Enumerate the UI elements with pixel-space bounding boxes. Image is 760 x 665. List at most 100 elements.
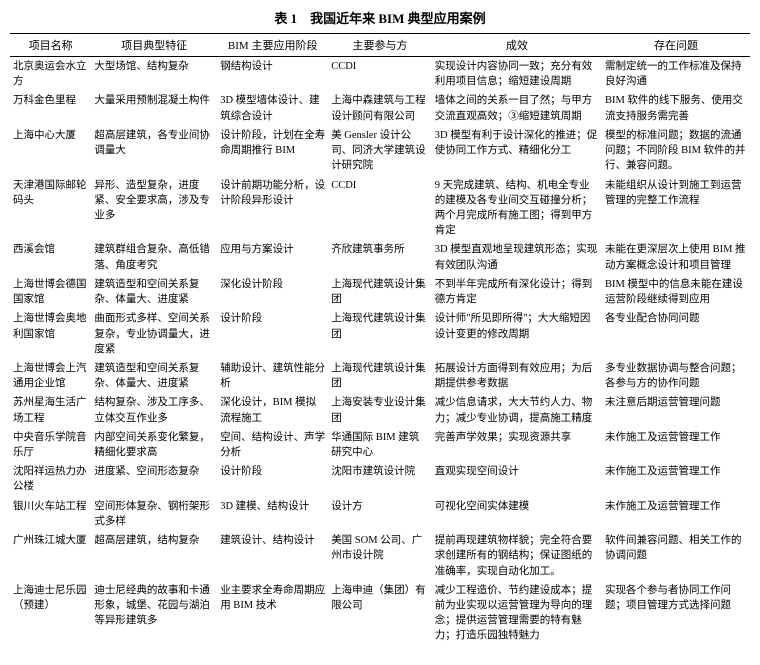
table-cell: 内部空间关系变化繁复，精细化要求高 (91, 428, 217, 462)
table-cell: 天津港国际邮轮码头 (10, 176, 91, 241)
table-cell: 业主要求全寿命周期应用 BIM 技术 (217, 581, 328, 646)
table-cell: 3D 模型有利于设计深化的推进；促使协同工作方式、精细化分工 (432, 126, 602, 176)
table-cell: 未能在更深层次上使用 BIM 推动方案概念设计和项目管理 (602, 240, 750, 274)
table-cell: 曲面形式多样、空间关系复杂，专业协调量大，进度紧 (91, 309, 217, 359)
table-cell: 3D 模型直观地呈现建筑形态；实现有效团队沟通 (432, 240, 602, 274)
table-cell: 设计阶段 (217, 309, 328, 359)
table-cell: BIM 软件的线下服务、使用交流支持服务需完善 (602, 91, 750, 125)
table-cell: 未作施工及运营管理工作 (602, 428, 750, 462)
table-cell: 钢结构设计 (217, 57, 328, 92)
col-header-feature: 项目典型特征 (91, 34, 217, 57)
table-cell: 模型的标准问题；数据的流通问题；不同阶段 BIM 软件的并行、兼容问题。 (602, 126, 750, 176)
table-cell: 上海世博会德国国家馆 (10, 275, 91, 309)
table-cell: 未能组织从设计到施工到运营管理的完整工作流程 (602, 176, 750, 241)
table-row: 上海世博会德国国家馆建筑造型和空间关系复杂、体量大、进度紧深化设计阶段上海现代建… (10, 275, 750, 309)
table-cell: 银川火车站工程 (10, 497, 91, 531)
table-cell: 深化设计阶段 (217, 275, 328, 309)
table-cell: 建筑造型和空间关系复杂、体量大、进度紧 (91, 359, 217, 393)
table-cell: 深化设计，BIM 模拟流程施工 (217, 393, 328, 427)
table-cell: 建筑设计、结构设计 (217, 531, 328, 581)
table-cell: 超高层建筑，各专业间协调量大 (91, 126, 217, 176)
table-cell: 迪士尼经典的故事和卡通形象，城堡、花园与湖泊等异形建筑多 (91, 581, 217, 646)
table-cell: 不到半年完成所有深化设计；得到德方肯定 (432, 275, 602, 309)
table-cell: 软件间兼容问题、相关工作的协调问题 (602, 531, 750, 581)
table-cell: 未作施工及运营管理工作 (602, 462, 750, 496)
table-row: 天津港国际邮轮码头异形、造型复杂，进度紧、安全要求高，涉及专业多设计前期功能分析… (10, 176, 750, 241)
table-cell: 可视化空间实体建模 (432, 497, 602, 531)
bim-cases-table: 项目名称 项目典型特征 BIM 主要应用阶段 主要参与方 成效 存在问题 北京奥… (10, 33, 750, 646)
table-cell: 美国 SOM 公司、广州市设计院 (328, 531, 432, 581)
table-cell: 实现各个参与者协同工作问题；项目管理方式选择问题 (602, 581, 750, 646)
table-row: 上海迪士尼乐园（预建）迪士尼经典的故事和卡通形象，城堡、花园与湖泊等异形建筑多业… (10, 581, 750, 646)
table-cell: 广州珠江城大厦 (10, 531, 91, 581)
table-row: 上海世博会上汽通用企业馆建筑造型和空间关系复杂、体量大、进度紧辅助设计、建筑性能… (10, 359, 750, 393)
table-cell: 墙体之间的关系一目了然；与甲方交流直观高效；③缩短建筑周期 (432, 91, 602, 125)
col-header-stage: BIM 主要应用阶段 (217, 34, 328, 57)
table-cell: 设计阶段，计划在全寿命周期推行 BIM (217, 126, 328, 176)
table-row: 苏州星海生活广场工程结构复杂、涉及工序多、立体交互作业多深化设计，BIM 模拟流… (10, 393, 750, 427)
table-cell: 建筑群组合复杂、高低错落、角度考究 (91, 240, 217, 274)
col-header-effect: 成效 (432, 34, 602, 57)
table-cell: 未作施工及运营管理工作 (602, 497, 750, 531)
table-cell: 3D 建模、结构设计 (217, 497, 328, 531)
table-cell: 减少信息请求，大大节约人力、物力；减少专业协调，提高施工精度 (432, 393, 602, 427)
table-cell: 辅助设计、建筑性能分析 (217, 359, 328, 393)
table-cell: CCDI (328, 57, 432, 92)
col-header-problem: 存在问题 (602, 34, 750, 57)
table-cell: CCDI (328, 176, 432, 241)
table-cell: 沈阳市建筑设计院 (328, 462, 432, 496)
table-cell: 上海申迪（集团）有限公司 (328, 581, 432, 646)
table-cell: 需制定统一的工作标准及保持良好沟通 (602, 57, 750, 92)
table-cell: 设计方 (328, 497, 432, 531)
table-cell: 上海中心大厦 (10, 126, 91, 176)
table-cell: 应用与方案设计 (217, 240, 328, 274)
table-row: 中央音乐学院音乐厅内部空间关系变化繁复，精细化要求高空间、结构设计、声学分析华通… (10, 428, 750, 462)
table-cell: 上海现代建筑设计集团 (328, 309, 432, 359)
table-cell: 大型场馆、结构复杂 (91, 57, 217, 92)
table-cell: 超高层建筑，结构复杂 (91, 531, 217, 581)
table-cell: 进度紧、空间形态复杂 (91, 462, 217, 496)
table-cell: 上海世博会奥地利国家馆 (10, 309, 91, 359)
table-cell: 北京奥运会水立方 (10, 57, 91, 92)
table-cell: 设计阶段 (217, 462, 328, 496)
table-cell: 异形、造型复杂，进度紧、安全要求高，涉及专业多 (91, 176, 217, 241)
table-cell: 上海现代建筑设计集团 (328, 275, 432, 309)
table-row: 北京奥运会水立方大型场馆、结构复杂钢结构设计CCDI实现设计内容协同一致；充分有… (10, 57, 750, 92)
table-body: 北京奥运会水立方大型场馆、结构复杂钢结构设计CCDI实现设计内容协同一致；充分有… (10, 57, 750, 646)
table-cell: 沈阳祥运热力办公楼 (10, 462, 91, 496)
table-row: 万科金色里程大量采用预制混凝土构件3D 模型墙体设计、建筑综合设计上海中森建筑与… (10, 91, 750, 125)
table-cell: 华通国际 BIM 建筑研究中心 (328, 428, 432, 462)
table-cell: 空间、结构设计、声学分析 (217, 428, 328, 462)
table-cell: 结构复杂、涉及工序多、立体交互作业多 (91, 393, 217, 427)
table-cell: 未注意后期运营管理问题 (602, 393, 750, 427)
table-cell: 西溪会馆 (10, 240, 91, 274)
table-cell: 中央音乐学院音乐厅 (10, 428, 91, 462)
table-cell: 减少工程造价、节约建设成本；提前为业实现以运营管理为导向的理念；提供运营管理需要… (432, 581, 602, 646)
table-row: 上海世博会奥地利国家馆曲面形式多样、空间关系复杂，专业协调量大，进度紧设计阶段上… (10, 309, 750, 359)
col-header-name: 项目名称 (10, 34, 91, 57)
table-cell: 拓展设计方面得到有效应用；为后期提供参考数据 (432, 359, 602, 393)
col-header-party: 主要参与方 (328, 34, 432, 57)
table-cell: 多专业数据协调与整合问题；各参与方的协作问题 (602, 359, 750, 393)
table-cell: 设计师"所见即所得"；大大缩短因设计变更的修改周期 (432, 309, 602, 359)
table-cell: 上海现代建筑设计集团 (328, 359, 432, 393)
table-cell: 万科金色里程 (10, 91, 91, 125)
table-row: 广州珠江城大厦超高层建筑，结构复杂建筑设计、结构设计美国 SOM 公司、广州市设… (10, 531, 750, 581)
table-cell: 9 天完成建筑、结构、机电全专业的建模及各专业间交互碰撞分析；两个月完成所有施工… (432, 176, 602, 241)
table-cell: 提前再现建筑物样貌；完全符合要求创建所有的钢结构；保证图纸的准确率，实现自动化加… (432, 531, 602, 581)
table-cell: 3D 模型墙体设计、建筑综合设计 (217, 91, 328, 125)
table-cell: 上海安装专业设计集团 (328, 393, 432, 427)
table-row: 银川火车站工程空间形体复杂、钢桁架形式多样3D 建模、结构设计设计方可视化空间实… (10, 497, 750, 531)
table-cell: 设计前期功能分析，设计阶段异形设计 (217, 176, 328, 241)
table-header-row: 项目名称 项目典型特征 BIM 主要应用阶段 主要参与方 成效 存在问题 (10, 34, 750, 57)
table-cell: 齐欣建筑事务所 (328, 240, 432, 274)
table-cell: 上海迪士尼乐园（预建） (10, 581, 91, 646)
table-cell: 建筑造型和空间关系复杂、体量大、进度紧 (91, 275, 217, 309)
table-cell: 美 Gensler 设计公司、同济大学建筑设计研究院 (328, 126, 432, 176)
table-cell: 空间形体复杂、钢桁架形式多样 (91, 497, 217, 531)
table-cell: 上海世博会上汽通用企业馆 (10, 359, 91, 393)
table-cell: 直观实现空间设计 (432, 462, 602, 496)
table-row: 西溪会馆建筑群组合复杂、高低错落、角度考究应用与方案设计齐欣建筑事务所3D 模型… (10, 240, 750, 274)
table-cell: 大量采用预制混凝土构件 (91, 91, 217, 125)
table-row: 沈阳祥运热力办公楼进度紧、空间形态复杂设计阶段沈阳市建筑设计院直观实现空间设计未… (10, 462, 750, 496)
